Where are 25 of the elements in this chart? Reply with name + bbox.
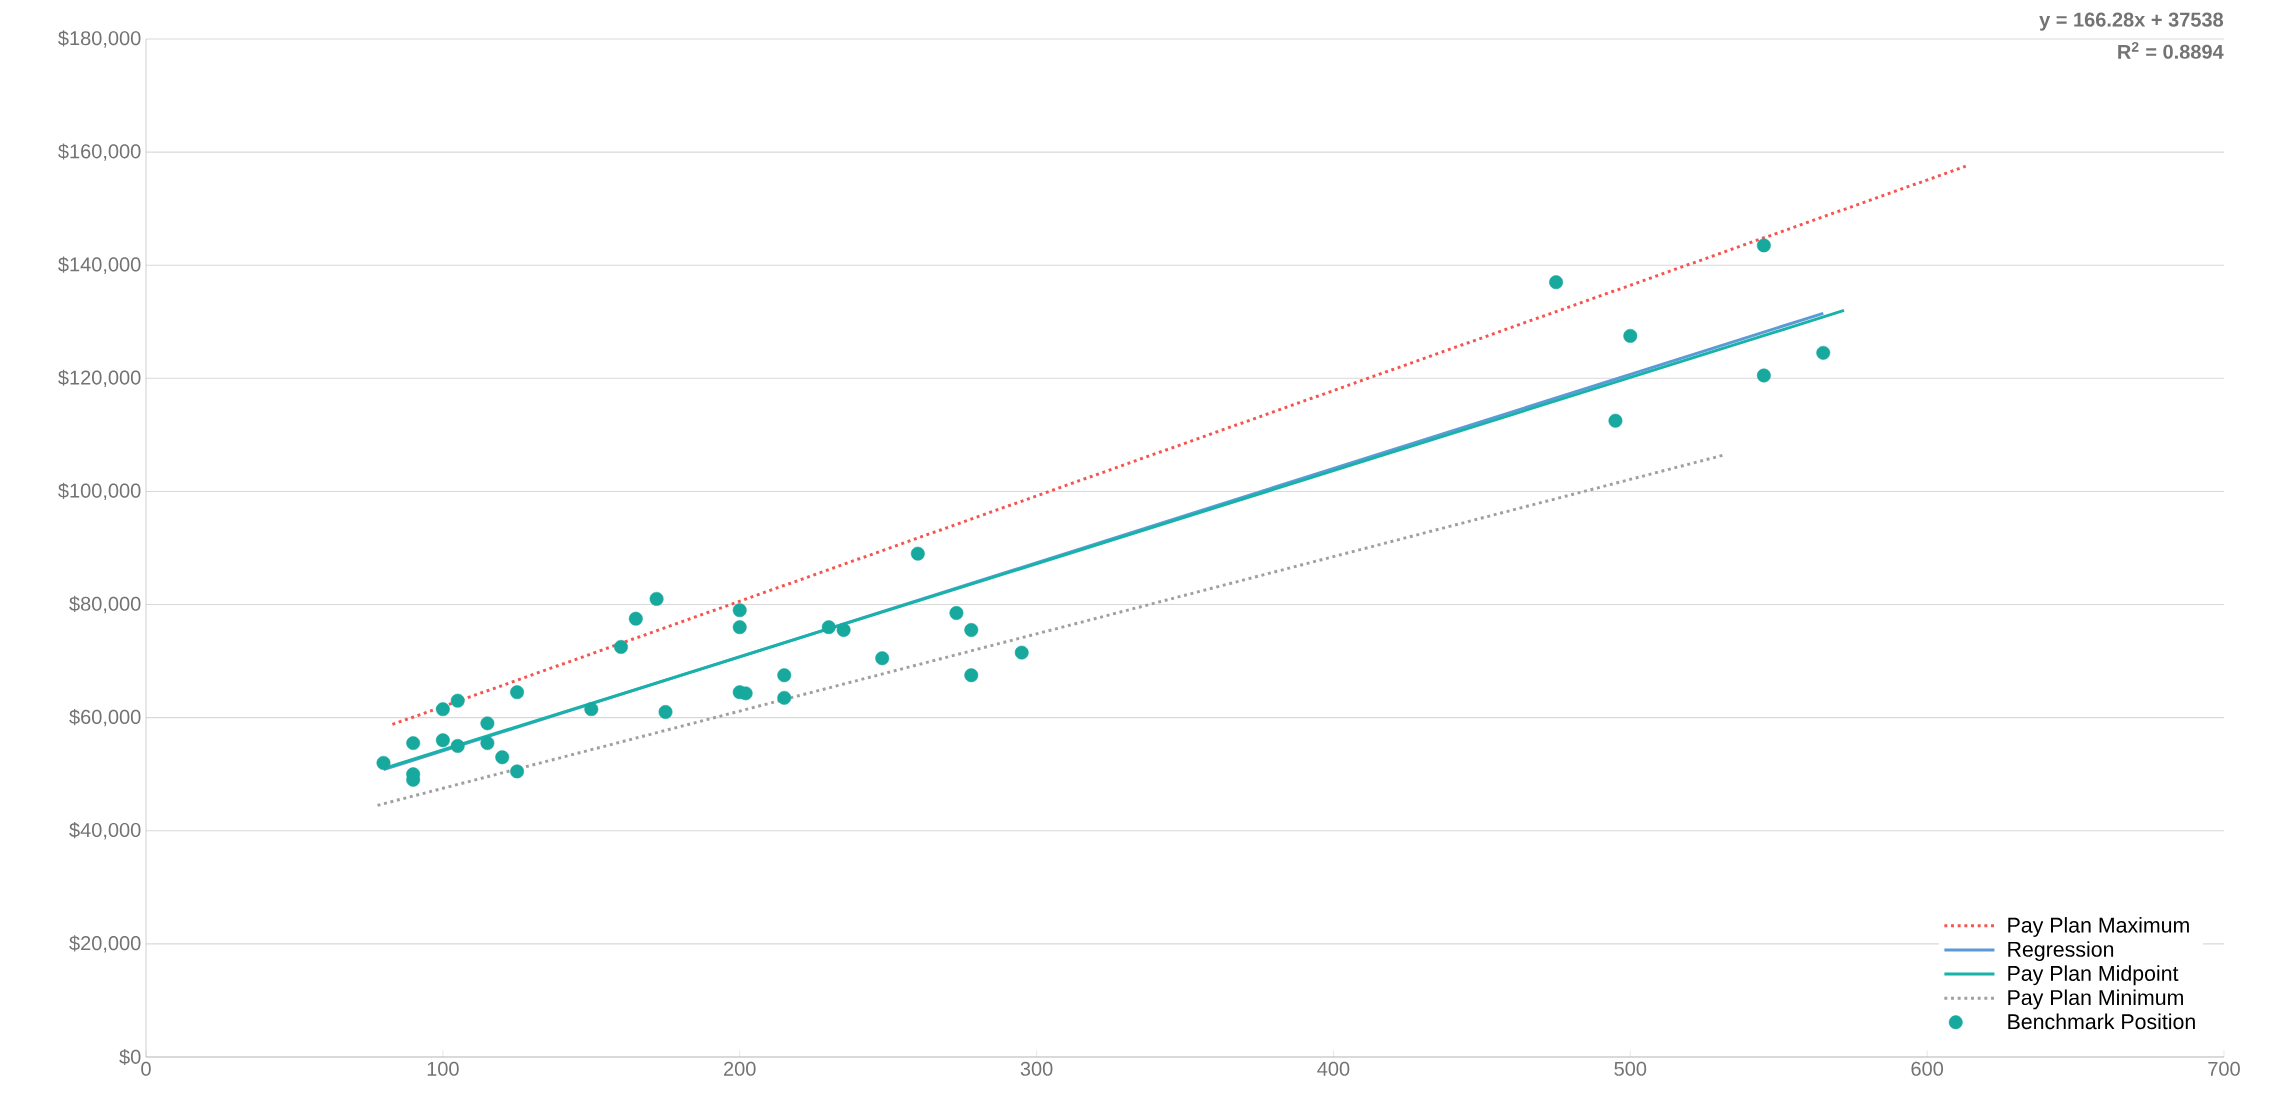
y-tick-label: $40,000 [69, 822, 141, 840]
x-tick-label: 600 [1911, 1061, 1944, 1076]
x-tick-label: 0 [141, 1061, 151, 1076]
text: y = 166.28x + 37538 [2039, 12, 2224, 31]
legend-label: Regression [2008, 941, 2114, 962]
y-tick-label: $160,000 [58, 143, 141, 161]
x-tick-label: 300 [1020, 1061, 1053, 1076]
legend-label: Pay Plan Maximum [2008, 917, 2189, 937]
x-tick-label: 700 [2208, 1061, 2240, 1076]
legend-label: Benchmark Position [2008, 1013, 2195, 1030]
y-tick-label: $20,000 [69, 935, 141, 953]
x-tick-label: 100 [427, 1061, 459, 1076]
x-tick-label: 200 [724, 1061, 756, 1076]
x-tick-label: 500 [1614, 1061, 1647, 1076]
y-tick-label: $120,000 [58, 369, 141, 387]
y-tick-label: $0 [119, 1048, 141, 1066]
legend-label: Pay Plan Midpoint [2008, 965, 2179, 986]
annotation: R$^{2}$ = 0.8894 [2118, 41, 2224, 59]
y-tick-label: $60,000 [69, 708, 141, 727]
x-tick-label: 400 [1317, 1061, 1350, 1076]
y-tick-label: $100,000 [58, 482, 141, 501]
y-tick-label: $80,000 [69, 595, 141, 614]
y-tick-label: $180,000 [58, 30, 141, 48]
legend-label: Pay Plan Minimum [2008, 989, 2183, 1010]
y-tick-label: $140,000 [58, 256, 141, 274]
